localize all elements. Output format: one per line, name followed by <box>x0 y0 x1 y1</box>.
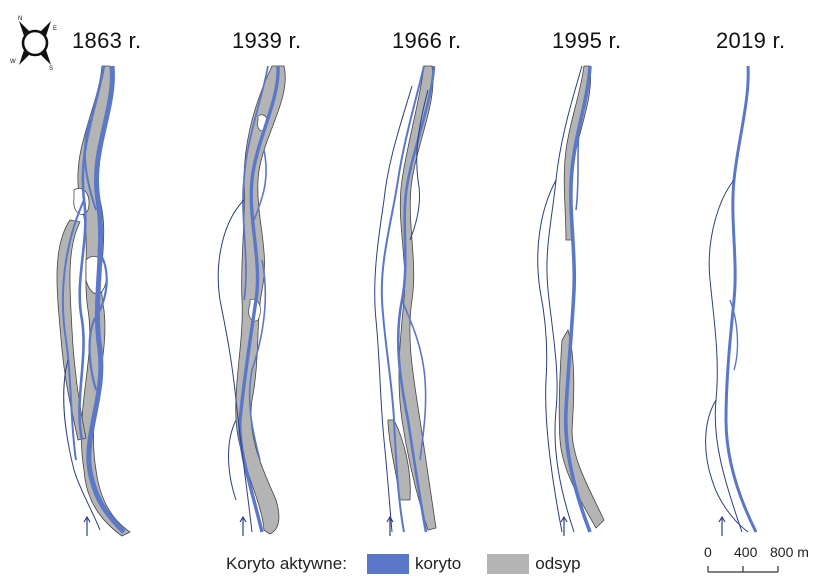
legend-item-bar: odsyp <box>487 554 581 574</box>
year-label-1939: 1939 r. <box>232 28 302 53</box>
year-label-1995: 1995 r. <box>552 28 622 53</box>
scale-tick-400: 400 <box>734 544 758 560</box>
legend-title: Koryto aktywne: <box>226 554 347 573</box>
river-map-1863 <box>56 65 131 537</box>
compass-e-label: E <box>53 26 57 32</box>
arrow-up-icon <box>83 515 91 536</box>
river-map-2019 <box>705 65 758 533</box>
year-label-1966: 1966 r. <box>392 28 462 53</box>
legend-label-channel: koryto <box>414 554 462 573</box>
year-label-2019: 2019 r. <box>716 28 786 53</box>
year-label-1863: 1863 r. <box>72 28 142 53</box>
arrow-up-icon <box>239 515 247 536</box>
compass-s-label: S <box>49 66 53 72</box>
scale-line <box>707 566 779 573</box>
scale-tick-0: 0 <box>704 544 712 560</box>
compass-rose-icon: N E S W <box>10 16 57 72</box>
legend-item-channel: koryto <box>366 554 462 574</box>
scale-bar: 0 400 800 m <box>700 544 814 576</box>
river-map-1966 <box>374 65 437 533</box>
legend-swatch-channel <box>366 554 409 574</box>
legend-label-bar: odsyp <box>535 554 581 573</box>
river-map-1995 <box>537 65 605 533</box>
river-map-1939 <box>217 65 286 535</box>
compass-w-label: W <box>10 59 16 65</box>
arrow-up-icon <box>560 515 568 536</box>
arrow-up-icon <box>386 515 394 536</box>
arrow-up-icon <box>718 515 726 536</box>
scale-tick-800: 800 m <box>770 544 809 560</box>
compass-n-label: N <box>18 16 22 22</box>
map-legend: Koryto aktywne: koryto odsyp <box>226 553 607 575</box>
flow-arrows <box>83 515 726 536</box>
bar-1995-lower <box>558 328 605 529</box>
legend-swatch-bar <box>487 554 530 574</box>
